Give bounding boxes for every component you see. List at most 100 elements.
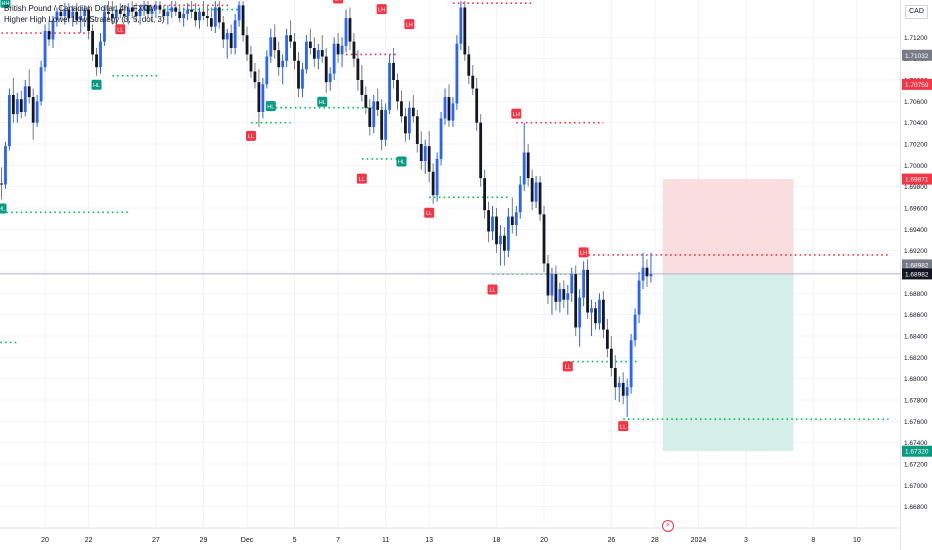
candle[interactable] <box>578 297 582 328</box>
price-badge[interactable] <box>902 173 932 185</box>
swing-label-box[interactable] <box>115 24 126 35</box>
candle[interactable] <box>142 5 146 10</box>
candle[interactable] <box>506 216 510 251</box>
candle[interactable] <box>79 16 83 21</box>
candle[interactable] <box>206 16 209 19</box>
candle[interactable] <box>221 22 225 40</box>
candle[interactable] <box>186 9 190 14</box>
candle[interactable] <box>213 7 217 27</box>
candle[interactable] <box>348 18 352 42</box>
price-badge[interactable] <box>902 268 932 280</box>
candle[interactable] <box>316 50 320 59</box>
candle[interactable] <box>419 144 423 162</box>
candle[interactable] <box>253 71 257 83</box>
candle[interactable] <box>182 13 186 19</box>
candle[interactable] <box>364 94 368 108</box>
candle[interactable] <box>554 274 558 302</box>
candle[interactable] <box>241 5 245 36</box>
candle[interactable] <box>170 7 174 12</box>
candle[interactable] <box>324 56 328 83</box>
candle[interactable] <box>308 41 312 48</box>
candle[interactable] <box>550 274 554 296</box>
candle[interactable] <box>229 33 233 48</box>
candle[interactable] <box>178 11 182 19</box>
swing-label-box[interactable] <box>265 101 276 112</box>
candle[interactable] <box>281 60 285 68</box>
candle[interactable] <box>134 11 138 16</box>
candle[interactable] <box>479 122 483 179</box>
candle[interactable] <box>467 54 471 76</box>
candle[interactable] <box>217 7 221 23</box>
candle[interactable] <box>530 178 534 202</box>
indicator-title[interactable]: Higher High Lower Low Strategy (3, 5, do… <box>4 15 165 24</box>
candle[interactable] <box>328 73 332 83</box>
candle[interactable] <box>360 80 364 95</box>
candle[interactable] <box>43 30 47 68</box>
candle[interactable] <box>475 88 479 123</box>
candle[interactable] <box>411 107 415 117</box>
candle[interactable] <box>301 69 304 89</box>
candle[interactable] <box>582 269 586 298</box>
candle[interactable] <box>510 216 514 226</box>
candle[interactable] <box>566 293 570 300</box>
candle[interactable] <box>174 7 178 12</box>
price-badge[interactable] <box>902 259 932 271</box>
candle[interactable] <box>344 18 348 46</box>
candle[interactable] <box>233 20 237 48</box>
candle[interactable] <box>194 11 197 21</box>
swing-label-box[interactable] <box>0 203 7 214</box>
candle[interactable] <box>495 216 498 245</box>
candle[interactable] <box>372 101 376 127</box>
candle[interactable] <box>368 107 372 127</box>
candle[interactable] <box>27 86 31 98</box>
candle[interactable] <box>122 13 126 16</box>
candle[interactable] <box>447 97 451 121</box>
candle[interactable] <box>558 289 562 302</box>
swing-label-box[interactable] <box>333 0 344 4</box>
candle[interactable] <box>602 299 605 330</box>
swing-label-box[interactable] <box>618 421 629 432</box>
candle[interactable] <box>225 33 229 40</box>
candle[interactable] <box>55 11 59 21</box>
candle[interactable] <box>71 11 75 19</box>
candle[interactable] <box>138 9 142 16</box>
swing-label-box[interactable] <box>376 4 387 15</box>
candle[interactable] <box>8 94 11 147</box>
candle[interactable] <box>451 103 455 121</box>
candle[interactable] <box>293 41 296 61</box>
price-badge[interactable] <box>902 445 932 457</box>
candle[interactable] <box>570 274 574 294</box>
candle[interactable] <box>11 94 15 115</box>
candle[interactable] <box>261 84 265 112</box>
swing-label-box[interactable] <box>404 19 415 30</box>
candle[interactable] <box>427 146 431 172</box>
candle[interactable] <box>431 171 435 196</box>
candle[interactable] <box>499 235 502 245</box>
candle[interactable] <box>15 99 19 115</box>
candle[interactable] <box>384 109 388 140</box>
candle[interactable] <box>637 280 641 315</box>
candle[interactable] <box>459 7 463 44</box>
swing-label-box[interactable] <box>245 130 256 141</box>
candle[interactable] <box>297 60 300 89</box>
candle[interactable] <box>126 7 130 16</box>
candle[interactable] <box>487 210 490 232</box>
candle[interactable] <box>265 56 269 85</box>
candle[interactable] <box>605 329 609 349</box>
candle[interactable] <box>388 62 391 110</box>
candle[interactable] <box>376 101 380 110</box>
candle[interactable] <box>285 35 289 61</box>
candle[interactable] <box>47 30 51 40</box>
candle[interactable] <box>522 152 526 185</box>
candle[interactable] <box>641 267 645 281</box>
candle[interactable] <box>439 118 443 159</box>
candle[interactable] <box>209 18 213 27</box>
swing-label-box[interactable] <box>578 247 589 258</box>
candle[interactable] <box>130 7 134 12</box>
candle[interactable] <box>87 9 91 31</box>
currency-badge[interactable]: CAD <box>905 5 928 19</box>
candle[interactable] <box>396 80 399 102</box>
swing-label-box[interactable] <box>487 284 498 295</box>
candle[interactable] <box>269 37 273 57</box>
price-axis[interactable]: 1.712001.710001.708001.706001.704001.702… <box>900 0 932 550</box>
